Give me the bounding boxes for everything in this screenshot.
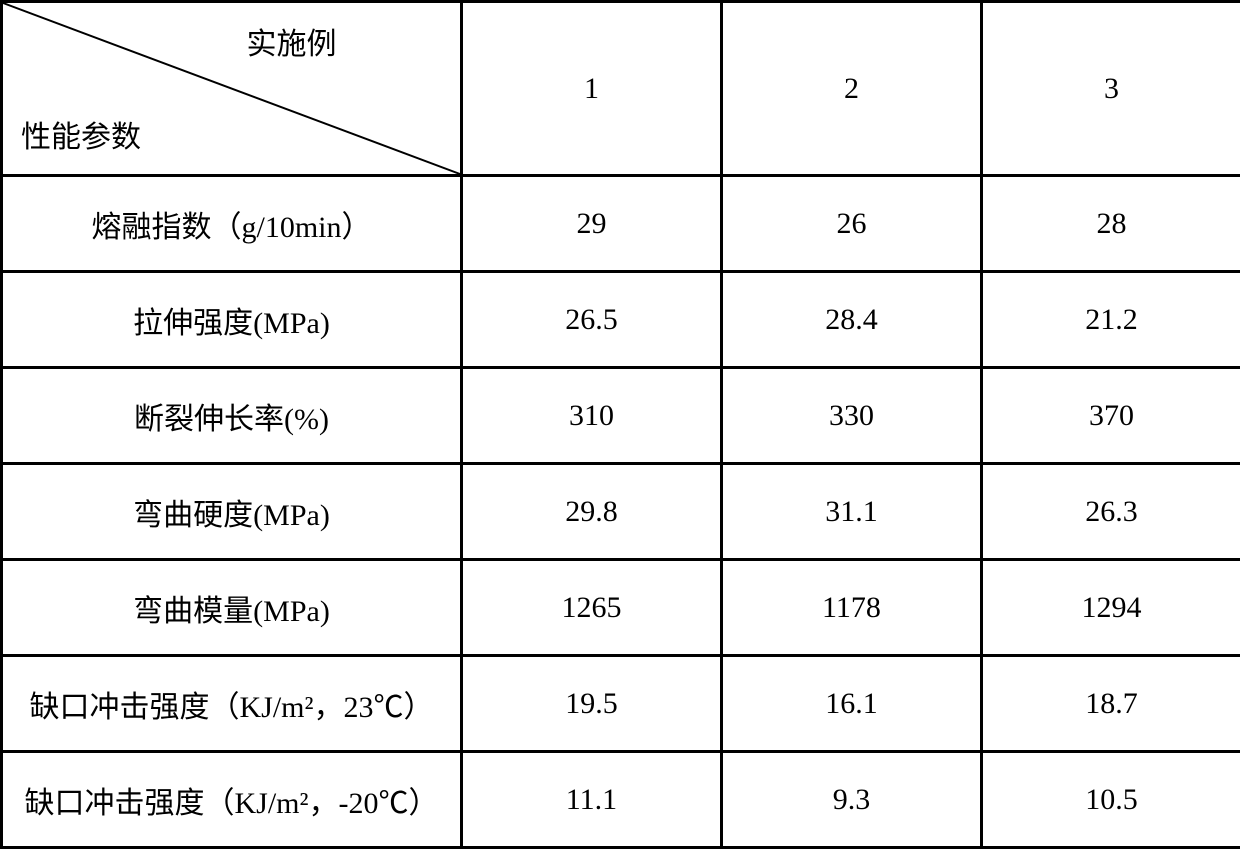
table-row: 拉伸强度(MPa) 26.5 28.4 21.2 — [2, 272, 1240, 368]
table-cell: 330 — [722, 368, 982, 464]
table-cell: 26.3 — [982, 464, 1240, 560]
table-cell: 1265 — [462, 560, 722, 656]
diagonal-top-label: 实施例 — [3, 19, 460, 63]
table-cell: 16.1 — [722, 656, 982, 752]
row-label: 缺口冲击强度（KJ/m²，23℃） — [2, 656, 462, 752]
column-header: 2 — [722, 2, 982, 176]
table-cell: 9.3 — [722, 752, 982, 848]
table-cell: 28 — [982, 176, 1240, 272]
table-cell: 31.1 — [722, 464, 982, 560]
table-cell: 29.8 — [462, 464, 722, 560]
column-header: 3 — [982, 2, 1240, 176]
table-row: 弯曲模量(MPa) 1265 1178 1294 — [2, 560, 1240, 656]
table-cell: 26.5 — [462, 272, 722, 368]
table-header-row: 实施例 性能参数 1 2 3 — [2, 2, 1240, 176]
performance-table: 实施例 性能参数 1 2 3 熔融指数（g/10min） 29 26 28 拉伸… — [0, 0, 1240, 849]
table-cell: 1178 — [722, 560, 982, 656]
table-row: 缺口冲击强度（KJ/m²，-20℃） 11.1 9.3 10.5 — [2, 752, 1240, 848]
table-cell: 10.5 — [982, 752, 1240, 848]
table-cell: 310 — [462, 368, 722, 464]
table-row: 弯曲硬度(MPa) 29.8 31.1 26.3 — [2, 464, 1240, 560]
table-cell: 21.2 — [982, 272, 1240, 368]
diagonal-header-cell: 实施例 性能参数 — [2, 2, 462, 176]
row-label: 拉伸强度(MPa) — [2, 272, 462, 368]
table-row: 熔融指数（g/10min） 29 26 28 — [2, 176, 1240, 272]
table-row: 断裂伸长率(%) 310 330 370 — [2, 368, 1240, 464]
row-label: 弯曲模量(MPa) — [2, 560, 462, 656]
table-cell: 29 — [462, 176, 722, 272]
row-label: 断裂伸长率(%) — [2, 368, 462, 464]
row-label: 缺口冲击强度（KJ/m²，-20℃） — [2, 752, 462, 848]
table-cell: 1294 — [982, 560, 1240, 656]
table-row: 缺口冲击强度（KJ/m²，23℃） 19.5 16.1 18.7 — [2, 656, 1240, 752]
table-cell: 18.7 — [982, 656, 1240, 752]
table-cell: 19.5 — [462, 656, 722, 752]
table-cell: 26 — [722, 176, 982, 272]
table-cell: 370 — [982, 368, 1240, 464]
diagonal-bottom-label: 性能参数 — [21, 112, 141, 156]
table-cell: 11.1 — [462, 752, 722, 848]
row-label: 熔融指数（g/10min） — [2, 176, 462, 272]
column-header: 1 — [462, 2, 722, 176]
table-cell: 28.4 — [722, 272, 982, 368]
row-label: 弯曲硬度(MPa) — [2, 464, 462, 560]
